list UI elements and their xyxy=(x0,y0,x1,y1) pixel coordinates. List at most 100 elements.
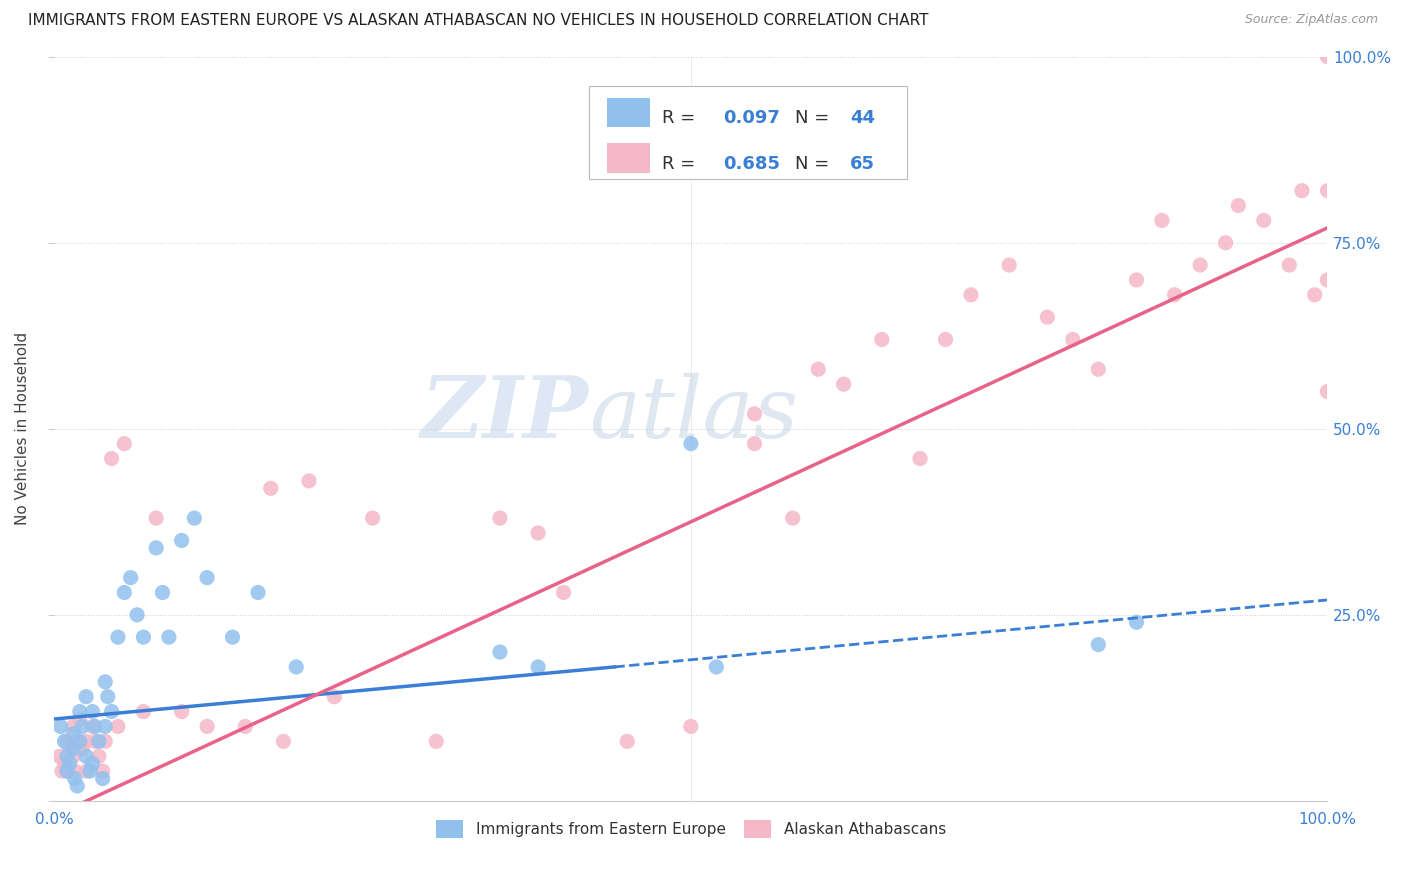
Point xyxy=(1291,184,1313,198)
Point xyxy=(527,525,550,540)
Point xyxy=(1062,333,1084,347)
Point xyxy=(91,764,114,778)
Point xyxy=(58,756,80,771)
FancyBboxPatch shape xyxy=(607,144,650,173)
Point xyxy=(63,772,86,786)
Point xyxy=(1189,258,1212,272)
Point xyxy=(62,741,84,756)
Point xyxy=(183,511,205,525)
Point xyxy=(782,511,804,525)
Text: 0.685: 0.685 xyxy=(723,155,780,173)
Point xyxy=(72,719,94,733)
Point xyxy=(260,481,283,495)
Text: IMMIGRANTS FROM EASTERN EUROPE VS ALASKAN ATHABASCAN NO VEHICLES IN HOUSEHOLD CO: IMMIGRANTS FROM EASTERN EUROPE VS ALASKA… xyxy=(28,13,928,29)
Point xyxy=(233,719,256,733)
Point xyxy=(1227,198,1250,212)
Point xyxy=(94,674,117,689)
Point xyxy=(51,764,73,778)
Point xyxy=(58,741,80,756)
Point xyxy=(56,749,79,764)
Point xyxy=(616,734,638,748)
Point xyxy=(195,571,218,585)
Point xyxy=(49,719,72,733)
Text: ZIP: ZIP xyxy=(422,372,589,456)
Point xyxy=(75,690,97,704)
FancyBboxPatch shape xyxy=(607,97,650,128)
Point xyxy=(69,712,91,726)
Point xyxy=(744,436,766,450)
Point xyxy=(553,585,575,599)
Point xyxy=(132,630,155,644)
Point xyxy=(1278,258,1301,272)
Point xyxy=(1303,288,1326,302)
Point xyxy=(152,585,174,599)
Point xyxy=(704,660,727,674)
Point xyxy=(195,719,218,733)
Point xyxy=(56,734,79,748)
Text: N =: N = xyxy=(796,109,835,127)
Point xyxy=(48,749,70,764)
Point xyxy=(79,764,101,778)
Point xyxy=(82,756,104,771)
Point xyxy=(170,533,193,548)
Text: R =: R = xyxy=(662,109,700,127)
Point xyxy=(1125,615,1147,630)
Point xyxy=(221,630,243,644)
Text: N =: N = xyxy=(796,155,835,173)
Point xyxy=(298,474,321,488)
Point xyxy=(94,734,117,748)
Point xyxy=(489,645,512,659)
Point xyxy=(832,377,855,392)
Point xyxy=(807,362,830,376)
Point xyxy=(112,585,135,599)
Point xyxy=(56,764,79,778)
Point xyxy=(679,719,702,733)
Point xyxy=(1316,273,1339,287)
Point xyxy=(132,705,155,719)
Point xyxy=(82,719,104,733)
Point xyxy=(66,734,89,748)
Point xyxy=(94,719,117,733)
Point xyxy=(82,705,104,719)
Point xyxy=(112,436,135,450)
Point xyxy=(870,333,893,347)
Point xyxy=(1125,273,1147,287)
Point xyxy=(91,772,114,786)
FancyBboxPatch shape xyxy=(589,87,907,179)
Point xyxy=(97,690,120,704)
Point xyxy=(84,734,107,748)
Point xyxy=(120,571,142,585)
Text: atlas: atlas xyxy=(589,373,799,455)
Point xyxy=(69,734,91,748)
Point xyxy=(744,407,766,421)
Point xyxy=(72,741,94,756)
Point xyxy=(87,734,110,748)
Point xyxy=(53,734,76,748)
Point xyxy=(1316,184,1339,198)
Point xyxy=(361,511,384,525)
Point xyxy=(69,705,91,719)
Point xyxy=(1215,235,1237,250)
Point xyxy=(1253,213,1275,227)
Point xyxy=(107,630,129,644)
Point xyxy=(75,764,97,778)
Point xyxy=(247,585,270,599)
Point xyxy=(425,734,447,748)
Point xyxy=(125,607,148,622)
Y-axis label: No Vehicles in Household: No Vehicles in Household xyxy=(15,332,30,525)
Point xyxy=(489,511,512,525)
Text: 65: 65 xyxy=(851,155,875,173)
Point xyxy=(998,258,1021,272)
Point xyxy=(285,660,308,674)
Point xyxy=(1163,288,1185,302)
Point xyxy=(62,727,84,741)
Point xyxy=(56,764,79,778)
Text: R =: R = xyxy=(662,155,700,173)
Point xyxy=(62,719,84,733)
Legend: Immigrants from Eastern Europe, Alaskan Athabascans: Immigrants from Eastern Europe, Alaskan … xyxy=(429,813,953,846)
Point xyxy=(145,541,167,555)
Point xyxy=(53,756,76,771)
Point xyxy=(84,719,107,733)
Point xyxy=(960,288,983,302)
Point xyxy=(87,749,110,764)
